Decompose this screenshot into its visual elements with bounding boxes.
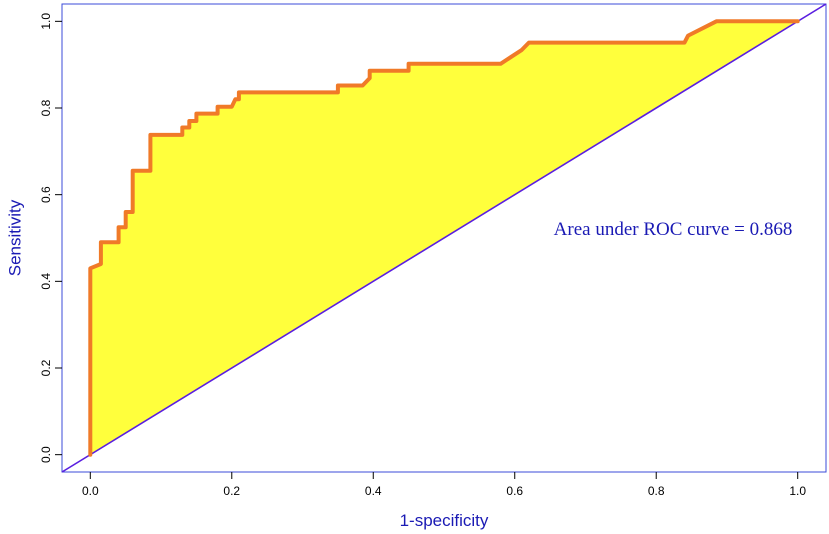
- y-tick-label: 1.0: [39, 13, 53, 30]
- x-tick-label: 0.2: [223, 484, 240, 498]
- x-tick-label: 0.0: [82, 484, 99, 498]
- y-tick-label: 0.6: [39, 186, 53, 203]
- x-tick-label: 0.4: [365, 484, 382, 498]
- y-tick-label: 0.4: [39, 273, 53, 290]
- x-tick-label: 0.6: [506, 484, 523, 498]
- y-tick-label: 0.0: [39, 446, 53, 463]
- x-tick-label: 0.8: [648, 484, 665, 498]
- y-tick-label: 0.8: [39, 99, 53, 116]
- y-tick-label: 0.2: [39, 359, 53, 376]
- roc-curve-line: [88, 19, 800, 457]
- plot-frame: [61, 3, 827, 473]
- x-axis-title: 1-specificity: [400, 511, 489, 530]
- chance-diagonal-line: [61, 3, 827, 473]
- x-tick-label: 1.0: [789, 484, 806, 498]
- y-axis-title: Sensitivity: [5, 199, 24, 276]
- auc-annotation: Area under ROC curve = 0.868: [554, 219, 793, 240]
